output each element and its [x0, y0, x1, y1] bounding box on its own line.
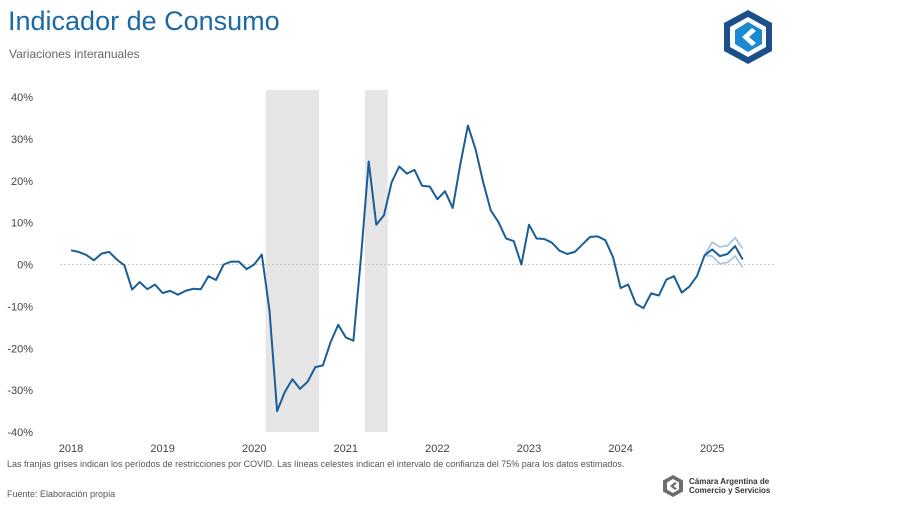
covid-period-band-2 [364, 90, 388, 432]
y-tick-label: 0% [17, 260, 33, 272]
cac-small-logo-icon [663, 475, 683, 497]
x-tick-label: 2024 [608, 443, 632, 455]
line-chart: 40%30%20%10%0%-10%-20%-30%-40% 2018 2019 2… [7, 90, 774, 455]
x-tick-label: 2023 [517, 443, 541, 455]
x-tick-label: 2022 [425, 443, 449, 455]
x-axis-ticks: 2018 2019 2020 2021 2022 2023 2024 2025 [59, 443, 725, 455]
y-tick-label: -30% [7, 385, 33, 397]
y-tick-label: -40% [7, 427, 33, 439]
ci-upper-line [703, 236, 744, 256]
brand-name: Cámara Argentina de Comercio y Servicios [689, 477, 771, 495]
chart-note: Las franjas grises indican los períodos … [7, 459, 625, 469]
chart-subtitle: Variaciones interanuales [9, 47, 140, 61]
cac-logo-icon [724, 10, 772, 64]
y-tick-label: 30% [11, 134, 33, 146]
brand-block: Cámara Argentina de Comercio y Servicios [662, 474, 789, 498]
x-tick-label: 2021 [334, 443, 358, 455]
series-line-1 [70, 124, 744, 413]
y-tick-label: 40% [11, 92, 33, 104]
x-tick-label: 2019 [150, 443, 174, 455]
x-tick-label: 2025 [700, 443, 724, 455]
y-tick-label: -20% [7, 343, 33, 355]
x-tick-label: 2020 [242, 443, 266, 455]
ci-lower-line [704, 254, 744, 268]
chart-title: Indicador de Consumo [8, 6, 280, 36]
y-axis-ticks: 40% 30% 20% 10% 0% -10% -20% -30% -40% [7, 92, 774, 439]
series-lines [70, 124, 744, 413]
y-tick-label: 10% [11, 218, 33, 230]
covid-shaded-periods [265, 90, 388, 432]
source-note: Fuente: Elaboración propia [7, 489, 116, 499]
y-tick-label: -10% [7, 301, 33, 313]
y-tick-label: 20% [11, 176, 33, 188]
x-tick-label: 2018 [59, 443, 83, 455]
